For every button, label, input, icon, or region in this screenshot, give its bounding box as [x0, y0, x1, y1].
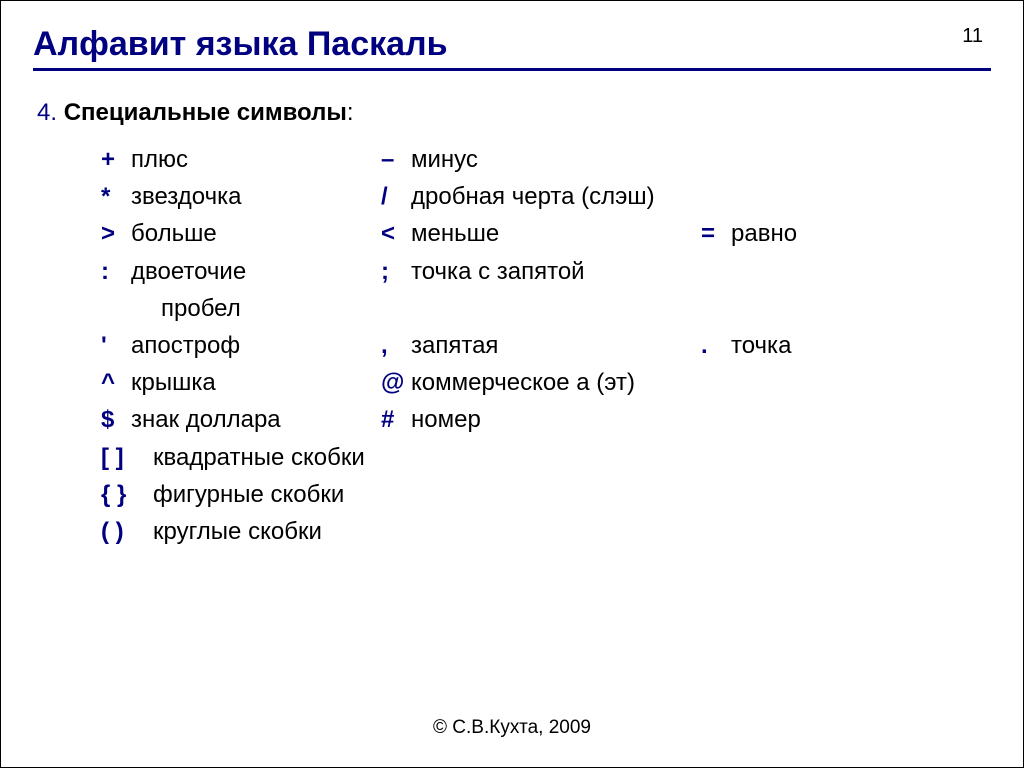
symbol-label: звездочка [131, 178, 241, 215]
symbol-row: пробел [101, 290, 991, 327]
symbol-glyph: : [101, 253, 125, 290]
symbol-glyph: * [101, 178, 125, 215]
symbol-cell: ;точка с запятой [381, 253, 701, 290]
symbol-row: +плюс–минус [101, 141, 991, 178]
symbol-cell: *звездочка [101, 178, 381, 215]
symbol-label: запятая [411, 327, 498, 364]
symbol-label: знак доллара [131, 401, 281, 438]
symbol-label: квадратные скобки [153, 439, 365, 476]
section-heading: 4. Специальные символы: [37, 99, 991, 127]
symbol-label: точка с запятой [411, 253, 585, 290]
section-title: Специальные символы [64, 99, 347, 126]
symbol-row: { }фигурные скобки [101, 476, 991, 513]
symbol-row: 'апостроф,запятая.точка [101, 327, 991, 364]
symbol-cell: 'апостроф [101, 327, 381, 364]
symbol-row: *звездочка/дробная черта (слэш) [101, 178, 991, 215]
symbol-cell: { }фигурные скобки [101, 476, 381, 513]
symbol-glyph: { } [101, 476, 147, 513]
symbol-row: ^крышка@коммерческое а (эт) [101, 364, 991, 401]
symbol-label: фигурные скобки [153, 476, 344, 513]
symbol-label: больше [131, 215, 217, 252]
symbol-label: коммерческое а (эт) [411, 364, 635, 401]
symbol-label: меньше [411, 215, 499, 252]
symbol-cell: [ ]квадратные скобки [101, 439, 381, 476]
symbol-row: ( )круглые скобки [101, 513, 991, 550]
symbol-cell: .точка [701, 327, 991, 364]
symbol-glyph: @ [381, 364, 405, 401]
symbol-label: плюс [131, 141, 188, 178]
section-number: 4. [37, 99, 57, 126]
symbol-cell: =равно [701, 215, 991, 252]
symbol-cell: :двоеточие [101, 253, 381, 290]
symbol-cell: +плюс [101, 141, 381, 178]
symbol-glyph: . [701, 327, 725, 364]
footer-copyright: © С.В.Кухта, 2009 [1, 717, 1023, 739]
symbol-glyph: ' [101, 327, 125, 364]
title-divider [33, 68, 991, 71]
symbol-label: апостроф [131, 327, 240, 364]
symbol-cell: пробел [101, 290, 381, 327]
slide-title: Алфавит языка Паскаль [33, 25, 991, 64]
symbol-row: >больше<меньше=равно [101, 215, 991, 252]
symbol-row: :двоеточие;точка с запятой [101, 253, 991, 290]
symbol-row: [ ]квадратные скобки [101, 439, 991, 476]
symbol-label: равно [731, 215, 797, 252]
symbol-cell: #номер [381, 401, 701, 438]
symbol-cell: ^крышка [101, 364, 381, 401]
symbol-cell: <меньше [381, 215, 701, 252]
symbol-glyph: < [381, 215, 405, 252]
symbol-row: $знак доллара#номер [101, 401, 991, 438]
symbol-glyph: [ ] [101, 439, 147, 476]
symbol-glyph: ^ [101, 364, 125, 401]
symbol-label: минус [411, 141, 478, 178]
symbol-cell: –минус [381, 141, 701, 178]
symbol-glyph: > [101, 215, 125, 252]
symbol-glyph: ; [381, 253, 405, 290]
symbol-glyph: / [381, 178, 405, 215]
symbol-label: дробная черта (слэш) [411, 178, 655, 215]
symbol-glyph: , [381, 327, 405, 364]
section-colon: : [347, 99, 354, 126]
symbols-table: +плюс–минус*звездочка/дробная черта (слэ… [101, 141, 991, 550]
symbol-label: крышка [131, 364, 216, 401]
symbol-cell: ,запятая [381, 327, 701, 364]
symbol-label: пробел [161, 290, 241, 327]
symbol-label: круглые скобки [153, 513, 322, 550]
symbol-cell: @коммерческое а (эт) [381, 364, 701, 401]
page-number: 11 [962, 25, 983, 48]
symbol-label: номер [411, 401, 481, 438]
symbol-cell: $знак доллара [101, 401, 381, 438]
symbol-cell: >больше [101, 215, 381, 252]
symbol-label: двоеточие [131, 253, 246, 290]
symbol-glyph: + [101, 141, 125, 178]
symbol-cell: /дробная черта (слэш) [381, 178, 701, 215]
symbol-glyph: # [381, 401, 405, 438]
symbol-label: точка [731, 327, 791, 364]
symbol-glyph: ( ) [101, 513, 147, 550]
symbol-glyph: = [701, 215, 725, 252]
symbol-cell: ( )круглые скобки [101, 513, 381, 550]
symbol-glyph: $ [101, 401, 125, 438]
symbol-glyph: – [381, 141, 405, 178]
